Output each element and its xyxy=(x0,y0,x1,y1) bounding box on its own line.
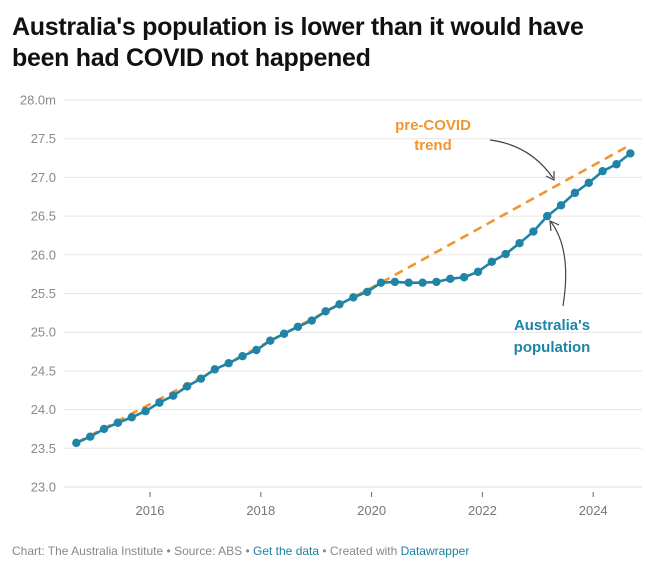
y-tick-label: 25.0 xyxy=(31,325,56,340)
population-point xyxy=(529,227,538,236)
population-point xyxy=(141,406,150,416)
y-tick-label: 24.5 xyxy=(31,363,56,378)
population-point xyxy=(210,365,220,374)
footer-separator: • xyxy=(163,544,175,558)
population-point xyxy=(182,382,192,391)
population-point xyxy=(196,374,206,383)
population-point xyxy=(72,438,81,448)
annotations: pre-COVID trend Australia's population xyxy=(395,117,590,356)
y-tick-label: 26.0 xyxy=(31,247,56,262)
population-point xyxy=(349,293,358,302)
population-point xyxy=(321,307,330,316)
chart-title: Australia's population is lower than it … xyxy=(12,13,584,72)
population-annotation-line-2: population xyxy=(514,339,591,356)
x-tick-label: 2016 xyxy=(136,503,165,518)
population-point xyxy=(307,316,316,325)
population-point xyxy=(473,267,483,277)
trend-annotation-line-1: pre-COVID xyxy=(395,117,471,134)
x-tick-label: 2018 xyxy=(246,503,275,518)
population-point xyxy=(543,211,552,221)
footer-separator: • xyxy=(319,544,330,558)
y-tick-label: 28.0m xyxy=(20,93,56,108)
population-series xyxy=(72,149,635,448)
population-point xyxy=(293,322,303,331)
population-point xyxy=(252,345,261,355)
population-point xyxy=(556,201,566,210)
datawrapper-link[interactable]: Datawrapper xyxy=(400,544,470,558)
population-point xyxy=(570,188,580,198)
y-tick-label: 23.5 xyxy=(31,441,56,456)
population-point xyxy=(501,249,510,259)
population-point xyxy=(598,167,607,176)
population-point xyxy=(459,273,469,282)
population-point xyxy=(224,358,233,368)
population-point xyxy=(238,351,247,361)
population-annotation-arrowhead xyxy=(549,220,560,232)
y-tick-label: 26.5 xyxy=(31,209,56,224)
population-point xyxy=(404,278,413,287)
created-with-label: Created with xyxy=(329,544,401,558)
y-tick-label: 24.0 xyxy=(31,402,56,417)
population-point xyxy=(279,329,289,338)
population-point xyxy=(390,277,400,287)
y-tick-label: 25.5 xyxy=(31,286,56,301)
x-tick-label: 2022 xyxy=(468,503,497,518)
y-tick-label: 27.5 xyxy=(31,131,56,146)
population-point xyxy=(127,413,136,422)
population-point xyxy=(446,274,455,283)
x-tick-label: 2020 xyxy=(357,503,386,518)
population-point xyxy=(335,300,344,309)
population-point xyxy=(418,278,427,287)
trend-annotation-arrow xyxy=(489,139,554,179)
trend-annotation-arrowhead xyxy=(545,171,555,181)
population-point xyxy=(169,391,178,400)
y-tick-label: 27.0 xyxy=(31,170,56,185)
chart-credit: Chart: The Australia Institute xyxy=(12,544,164,558)
population-point xyxy=(266,336,275,345)
get-the-data-link[interactable]: Get the data xyxy=(253,544,320,558)
x-axis: 2016 2018 2020 2022 2024 xyxy=(136,492,608,518)
x-tick-label: 2024 xyxy=(579,503,608,518)
footer-separator: • xyxy=(242,544,253,558)
population-point xyxy=(85,432,95,441)
chart-footer: Chart: The Australia Institute • Source:… xyxy=(12,544,469,558)
population-point xyxy=(515,238,524,248)
trend-annotation-line-2: trend xyxy=(414,137,452,154)
population-point xyxy=(432,277,441,287)
population-point xyxy=(113,418,123,427)
population-point xyxy=(376,278,386,287)
population-point xyxy=(155,398,164,407)
y-tick-label: 23.0 xyxy=(31,480,56,495)
population-point xyxy=(612,160,621,169)
source-label: Source: ABS xyxy=(174,544,243,558)
population-annotation-arrow xyxy=(550,221,567,307)
population-point xyxy=(487,257,497,266)
y-axis-tick-labels: 23.0 23.5 24.0 24.5 25.0 25.5 26.0 26.5 27.0 27.5… xyxy=(20,93,56,495)
population-point xyxy=(99,424,109,434)
population-point xyxy=(362,287,372,297)
population-point xyxy=(626,149,635,158)
population-point xyxy=(584,178,593,188)
population-annotation-line-1: Australia's xyxy=(514,317,590,334)
